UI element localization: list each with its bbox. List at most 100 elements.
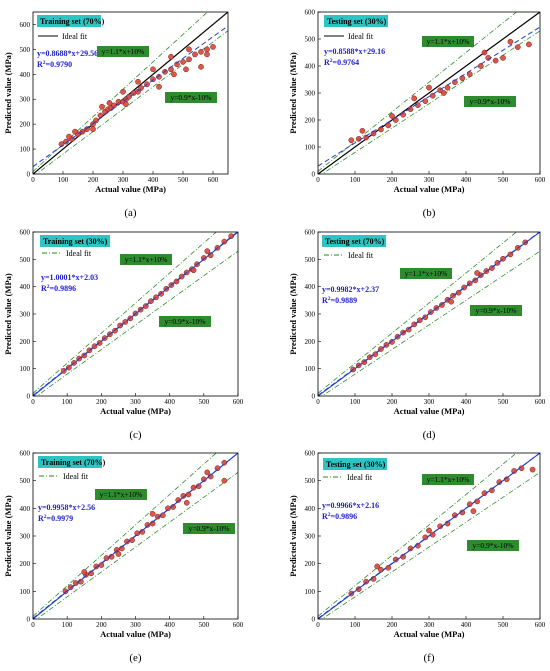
y-tick-label: 600 (305, 9, 316, 17)
data-point (175, 497, 182, 503)
r-squared: R2=0.9764 (324, 58, 359, 67)
y-tick-label: 400 (20, 283, 31, 291)
legend-label: Ideal fit (348, 32, 374, 41)
data-point (422, 314, 429, 321)
x-tick-label: 200 (96, 621, 107, 629)
y-tick-label: 300 (305, 533, 316, 541)
y-tick-label: 600 (20, 21, 31, 29)
chart-panel: 0 100 200 300 400 500 600 0 100 200 300 400 500 600 Ac… (3, 450, 244, 665)
data-point (440, 90, 447, 96)
data-point (422, 534, 429, 541)
y-tick-label: 100 (305, 365, 316, 373)
data-point (492, 57, 499, 64)
x-tick-label: 300 (130, 398, 141, 406)
x-tick-label: 200 (88, 176, 99, 184)
y-tick-label: 100 (305, 588, 316, 596)
x-tick-label: 0 (316, 621, 320, 629)
x-tick-label: 0 (31, 176, 35, 184)
data-point (156, 83, 162, 90)
data-point (135, 78, 141, 85)
y-tick-label: 300 (305, 311, 316, 319)
x-tick-label: 200 (387, 176, 398, 184)
data-point (81, 569, 88, 575)
data-point (204, 46, 210, 53)
data-point (81, 352, 88, 359)
regression-line (318, 232, 540, 396)
set-label-box (38, 456, 102, 468)
panel-label: (c) (129, 429, 142, 441)
legend-label: Ideal fit (347, 473, 373, 482)
lower-band-label-box (470, 305, 522, 316)
data-point (221, 459, 228, 466)
lower-band-label: y=0.9*x-10% (188, 524, 229, 533)
y-tick-label: 300 (20, 311, 31, 319)
lower-band-label-box (183, 523, 235, 534)
y-axis-label: Predicted value (MPa) (288, 495, 298, 577)
x-tick-label: 300 (424, 621, 435, 629)
data-point (529, 466, 536, 473)
y-tick-label: 0 (27, 393, 31, 401)
data-point (150, 66, 156, 73)
data-point (153, 294, 159, 301)
chart-panel: 0 100 200 300 400 500 600 0 100 200 300 400 500 600 Ac… (288, 9, 546, 220)
x-tick-label: 100 (62, 621, 73, 629)
upper-band-line (318, 232, 518, 394)
r-squared-value: =0.9790 (46, 60, 73, 69)
x-tick-label: 500 (199, 621, 210, 629)
data-point (466, 501, 473, 508)
x-tick-label: 600 (233, 621, 244, 629)
lower-band-label-box (467, 540, 519, 551)
data-point (144, 522, 151, 528)
x-tick-label: 400 (461, 176, 472, 184)
data-point (481, 49, 488, 56)
plot-area (33, 453, 238, 619)
data-point (124, 538, 130, 545)
data-point (66, 133, 72, 140)
data-point (405, 326, 412, 333)
data-point (489, 487, 495, 494)
set-label: Testing set (30%) (327, 17, 387, 26)
r-squared-exponent: 2 (328, 512, 331, 518)
x-axis-label: Actual value (MPa) (95, 184, 166, 194)
data-point (98, 562, 105, 568)
x-tick-label: 300 (424, 176, 435, 184)
data-point (500, 55, 506, 61)
data-point (374, 563, 381, 570)
panel-label: (d) (423, 429, 436, 441)
data-point (149, 520, 156, 527)
lower-band-label: y=0.9*x-10% (164, 317, 205, 326)
data-point (106, 100, 113, 106)
x-tick-label: 500 (178, 176, 189, 184)
x-tick-label: 0 (316, 176, 320, 184)
y-tick-label: 400 (305, 505, 316, 513)
r-squared: R2=0.9790 (37, 60, 72, 69)
panel-label: (b) (423, 207, 436, 219)
y-tick-label: 600 (305, 229, 316, 237)
data-point (165, 505, 171, 512)
data-point (472, 277, 479, 284)
data-point (437, 523, 443, 530)
y-tick-label: 200 (20, 338, 31, 346)
y-tick-label: 400 (305, 63, 316, 71)
data-point (97, 112, 104, 119)
x-tick-label: 100 (350, 176, 361, 184)
fit-equation: y=1.0001*x+2.03 (41, 273, 98, 282)
upper-band-label: y=1.1*x+10% (405, 269, 448, 278)
regression-line (33, 25, 228, 168)
data-point (507, 38, 514, 45)
set-label-box (322, 235, 386, 247)
upper-band-label: y=1.1*x+10% (100, 490, 143, 499)
y-tick-label: 400 (305, 283, 316, 291)
r-squared: R2=0.9979 (38, 514, 73, 523)
upper-band-label: y=1.1*x+10% (102, 47, 145, 56)
x-tick-label: 100 (62, 398, 73, 406)
legend-label: Ideal fit (66, 249, 92, 258)
x-tick-label: 0 (316, 398, 320, 406)
lower-band-label: y=0.9*x-10% (469, 97, 510, 106)
upper-band-label: y=1.1*x+10% (427, 37, 470, 46)
x-tick-label: 500 (498, 621, 509, 629)
set-label: Testing set (70%) (325, 237, 385, 246)
x-tick-label: 400 (461, 398, 472, 406)
panel-label: (f) (424, 652, 435, 664)
r-squared-symbol: R (38, 514, 44, 523)
